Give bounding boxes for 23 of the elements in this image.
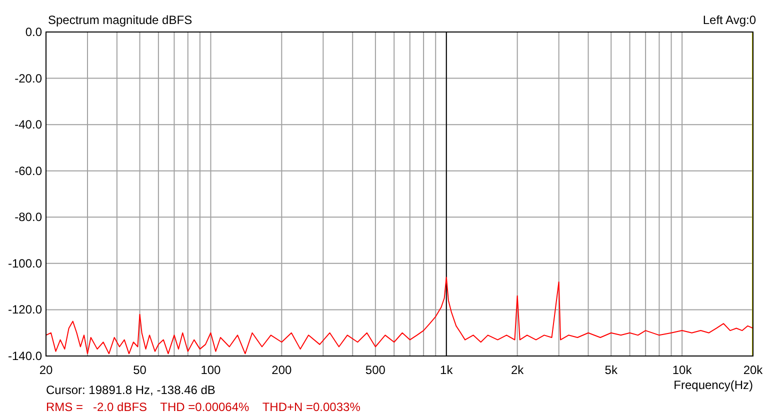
x-tick-label: 2k [510, 363, 525, 377]
x-tick-label: 1k [440, 363, 454, 377]
x-tick-label: 100 [200, 363, 222, 377]
x-tick-label: 200 [272, 363, 292, 377]
y-tick-label: -60.0 [14, 164, 42, 178]
y-tick-label: 0.0 [25, 25, 42, 39]
x-tick-label: 20k [743, 363, 764, 377]
y-tick-label: -20.0 [14, 71, 42, 86]
y-tick-label: -120.0 [8, 302, 42, 317]
y-tick-label: -140.0 [8, 349, 42, 363]
x-axis-title: Frequency(Hz) [674, 378, 753, 392]
x-tick-label: 50 [133, 363, 147, 377]
chart-title: Spectrum magnitude dBFS [48, 13, 192, 27]
text: Left Avg:0 [702, 13, 756, 27]
x-tick-label: 5k [604, 363, 618, 377]
text: Cursor: 19891.8 Hz, -138.46 dB [46, 383, 216, 397]
x-tick-label: 500 [365, 363, 386, 377]
y-tick-label: -80.0 [14, 210, 42, 224]
x-tick-label: 20 [39, 363, 53, 377]
text: RMS = -2.0 dBFS THD =0.00064% THD+N =0.0033% [46, 400, 361, 413]
y-tick-label: -100.0 [8, 256, 42, 270]
y-tick-label: -40.0 [14, 118, 42, 132]
x-tick-label: 10k [672, 363, 693, 377]
